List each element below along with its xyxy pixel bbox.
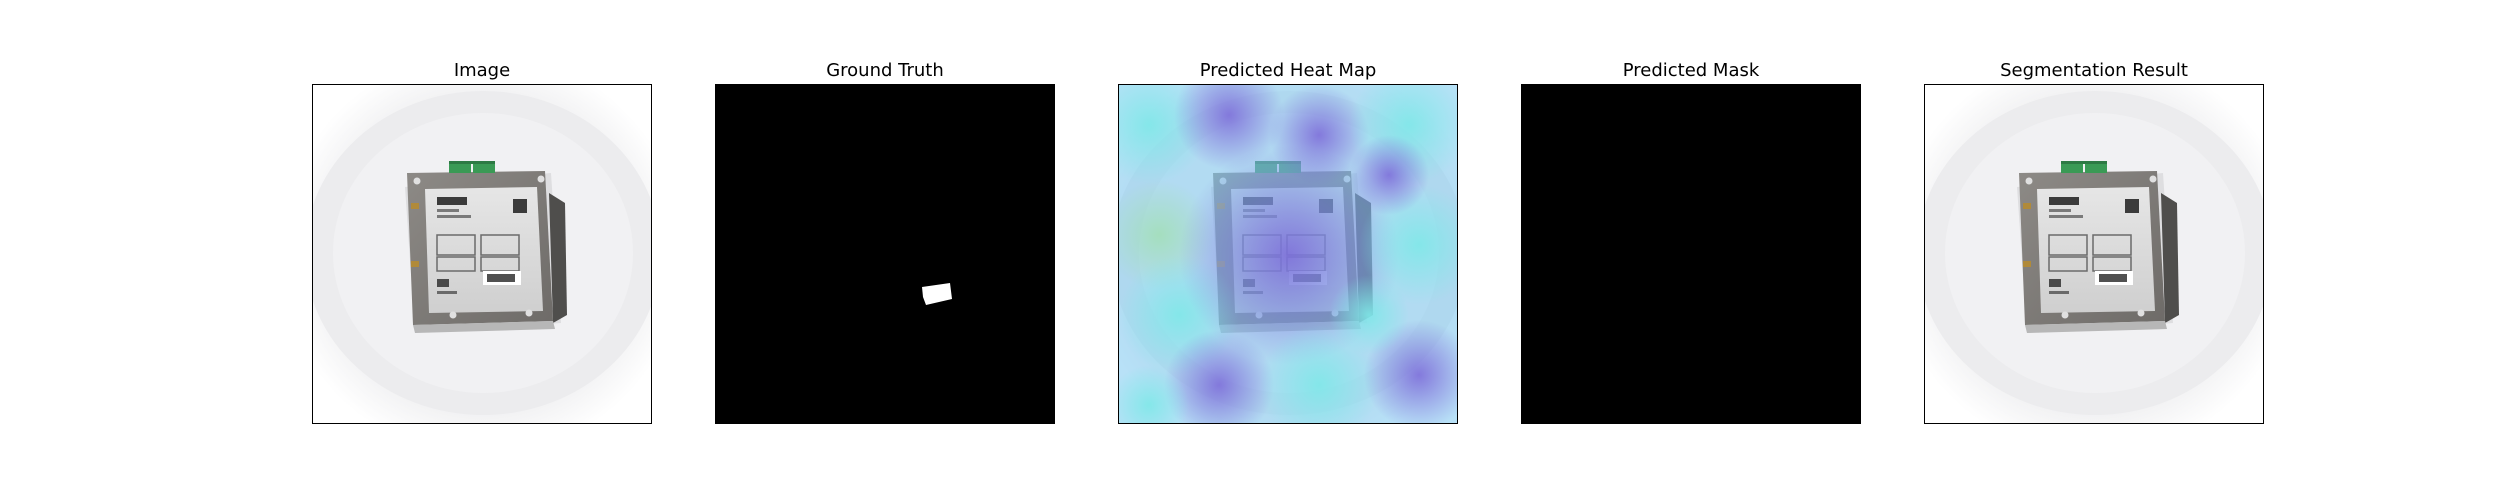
input-image (313, 85, 651, 423)
panel-image: Image (312, 0, 652, 500)
defect-region (922, 283, 952, 305)
ground-truth-mask (716, 85, 1054, 423)
segmentation-image (1925, 85, 2263, 423)
panel-ground-truth: Ground Truth (715, 0, 1055, 500)
segmentation-frame (1924, 84, 2264, 424)
heat-map-overlay (1119, 85, 1457, 423)
panel-title: Predicted Mask (1622, 60, 1760, 81)
ground-truth-frame (715, 84, 1055, 424)
panel-heat-map: Predicted Heat Map (1118, 0, 1458, 500)
panel-title: Image (453, 60, 511, 81)
predicted-mask (1522, 85, 1860, 423)
panel-segmentation-result: Segmentation Result (1924, 0, 2264, 500)
panel-title: Ground Truth (826, 60, 944, 81)
image-frame (312, 84, 652, 424)
predicted-mask-frame (1521, 84, 1861, 424)
panel-predicted-mask: Predicted Mask (1521, 0, 1861, 500)
heat-map-frame (1118, 84, 1458, 424)
panel-title: Predicted Heat Map (1199, 60, 1377, 81)
panel-title: Segmentation Result (2000, 60, 2188, 81)
